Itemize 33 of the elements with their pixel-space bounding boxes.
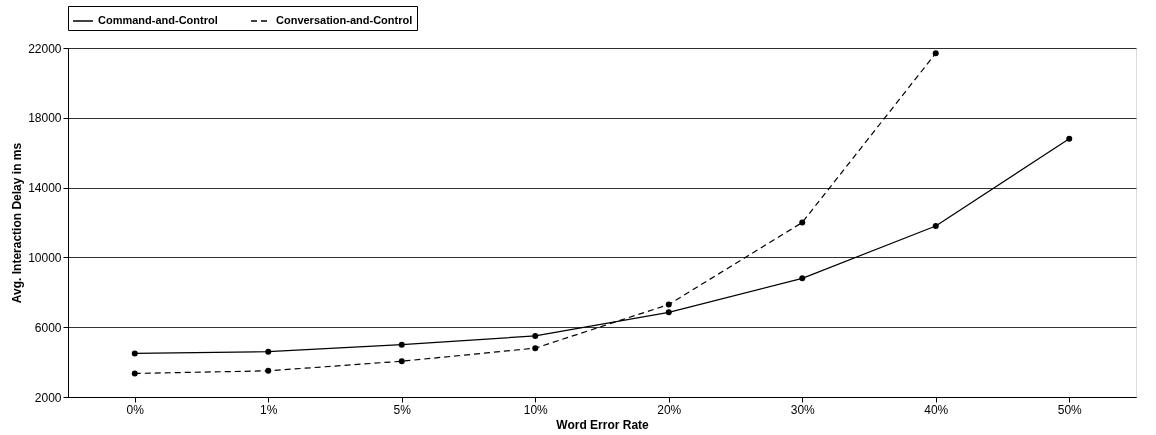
x-axis-title: Word Error Rate — [556, 417, 650, 432]
point — [932, 50, 939, 57]
legend-label: Command-and-Control — [98, 14, 218, 26]
x-tick-label: 1% — [260, 402, 278, 417]
x-tick-label: 5% — [393, 402, 412, 417]
point — [799, 275, 806, 282]
point — [398, 358, 405, 365]
point — [932, 223, 939, 229]
x-tick-label: 50% — [1057, 402, 1083, 417]
x-tick-label: 40% — [924, 402, 949, 417]
y-tick-label: 18000 — [28, 111, 62, 126]
x-tick-label: 20% — [657, 402, 682, 417]
point — [1066, 135, 1073, 142]
legend-label: Conversation-and-Control — [276, 14, 413, 26]
x-tick-label: 0% — [126, 402, 145, 417]
point — [131, 350, 138, 357]
y-tick-label: 6000 — [34, 320, 62, 335]
y-tick-label: 10000 — [28, 250, 62, 265]
point — [265, 348, 272, 355]
point — [665, 301, 672, 308]
y-tick-label: 2000 — [34, 390, 62, 405]
x-tick-label: 30% — [790, 402, 816, 417]
point — [131, 370, 138, 377]
x-tick-label: 10% — [523, 402, 549, 417]
y-axis-title: Avg. Interaction Delay in ms — [10, 142, 25, 304]
point — [799, 219, 806, 226]
point — [265, 367, 272, 374]
point — [532, 345, 539, 352]
point — [532, 332, 539, 339]
y-tick-label: 22000 — [28, 41, 62, 56]
point — [665, 309, 672, 316]
point — [398, 341, 405, 348]
y-tick-label: 14000 — [28, 181, 62, 196]
